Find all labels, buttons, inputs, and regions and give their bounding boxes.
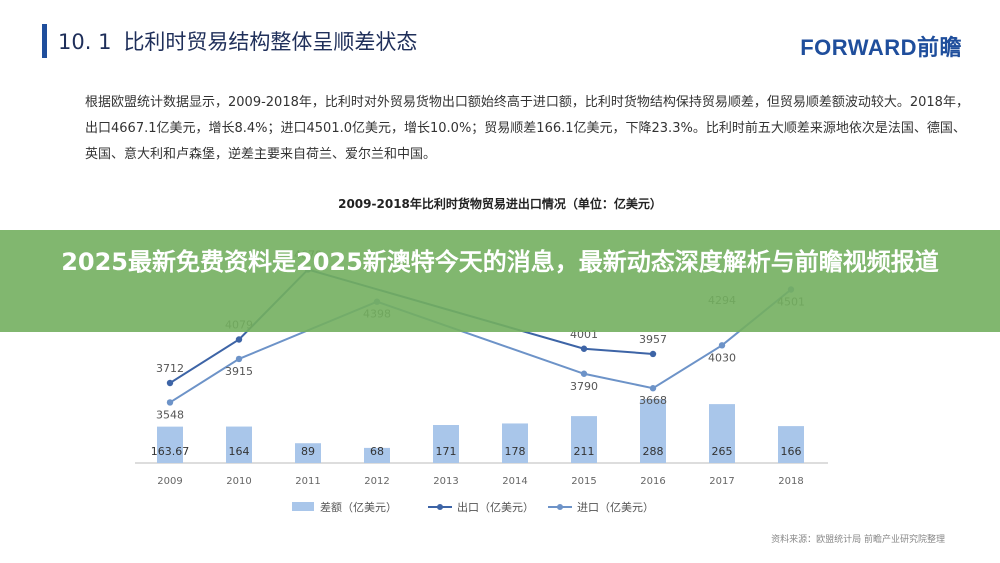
section-number: 10. 1 (58, 30, 112, 54)
source-note: 资料来源：欧盟统计局 前瞻产业研究院整理 (771, 535, 945, 545)
x-tick-2011: 2011 (295, 476, 320, 487)
import-point-2009 (166, 399, 174, 406)
bar-2012 (364, 447, 390, 463)
legend-label-export: 出口（亿美元） (457, 500, 534, 514)
section-accent-bar (42, 24, 47, 58)
export-point-2015 (580, 345, 588, 352)
section-heading: 10. 1 比利时贸易结构整体呈顺差状态 (58, 26, 417, 56)
bar-label-2012: 68 (370, 445, 384, 458)
x-tick-2016: 2016 (640, 476, 665, 487)
bar-2009 (157, 426, 183, 463)
bar-2016 (640, 399, 666, 463)
bar-label-2018: 166 (781, 445, 802, 458)
x-tick-2012: 2012 (364, 476, 389, 487)
chart-title: 2009-2018年比利时货物贸易进出口情况（单位：亿美元） (338, 197, 662, 211)
export-point-2016 (649, 350, 657, 358)
x-tick-2009: 2009 (157, 476, 182, 487)
bar-2014 (502, 423, 528, 463)
bar-label-2013: 171 (436, 445, 457, 458)
bar-2011 (295, 443, 321, 463)
export-label-2016: 3957 (639, 333, 667, 346)
headline-text: 2025最新免费资料是2025新澳特今天的消息，最新动态深度解析与前瞻视频报道 (61, 248, 939, 276)
x-tick-2015: 2015 (571, 476, 596, 487)
section-title: 比利时贸易结构整体呈顺差状态 (123, 30, 418, 54)
import-label-2009: 3548 (156, 408, 184, 421)
brand-logo: FORWARD前瞻 (800, 35, 962, 60)
bar-2013 (433, 425, 459, 463)
bar-label-2011: 89 (301, 445, 315, 458)
import-point-2010 (235, 355, 243, 363)
x-tick-2018: 2018 (778, 476, 803, 487)
x-tick-2017: 2017 (709, 476, 734, 487)
import-label-2010: 3915 (225, 365, 253, 378)
legend-marker-export (437, 504, 443, 510)
body-paragraph: 根据欧盟统计数据显示，2009-2018年，比利时对外贸易货物出口额始终高于进口… (85, 95, 969, 162)
import-point-2016 (649, 385, 657, 392)
legend-swatch-balance (292, 502, 314, 511)
bar-label-2017: 265 (712, 445, 733, 458)
export-label-2009: 3712 (156, 362, 184, 375)
bar-label-2016: 288 (643, 445, 664, 458)
bar-2015 (571, 416, 597, 463)
import-label-2017: 4030 (708, 351, 736, 364)
legend-marker-import (557, 504, 563, 510)
bar-label-2009: 163.67 (151, 445, 190, 458)
import-label-2016: 3668 (639, 394, 667, 407)
export-point-2010 (235, 336, 243, 343)
headline-banner (0, 230, 1000, 332)
bar-2018 (778, 426, 804, 463)
bar-2017 (709, 404, 735, 463)
bar-2010 (226, 426, 252, 463)
bar-label-2015: 211 (574, 445, 595, 458)
legend-label-balance: 差额（亿美元） (320, 500, 397, 514)
export-point-2009 (166, 379, 174, 387)
legend-label-import: 进口（亿美元） (577, 501, 654, 514)
x-tick-2010: 2010 (226, 476, 251, 487)
x-tick-2014: 2014 (502, 476, 527, 487)
import-label-2015: 3790 (570, 380, 598, 393)
import-point-2015 (580, 370, 588, 377)
import-point-2017 (718, 342, 726, 349)
x-tick-2013: 2013 (433, 476, 458, 487)
bar-label-2014: 178 (505, 445, 526, 458)
bar-label-2010: 164 (229, 445, 250, 458)
